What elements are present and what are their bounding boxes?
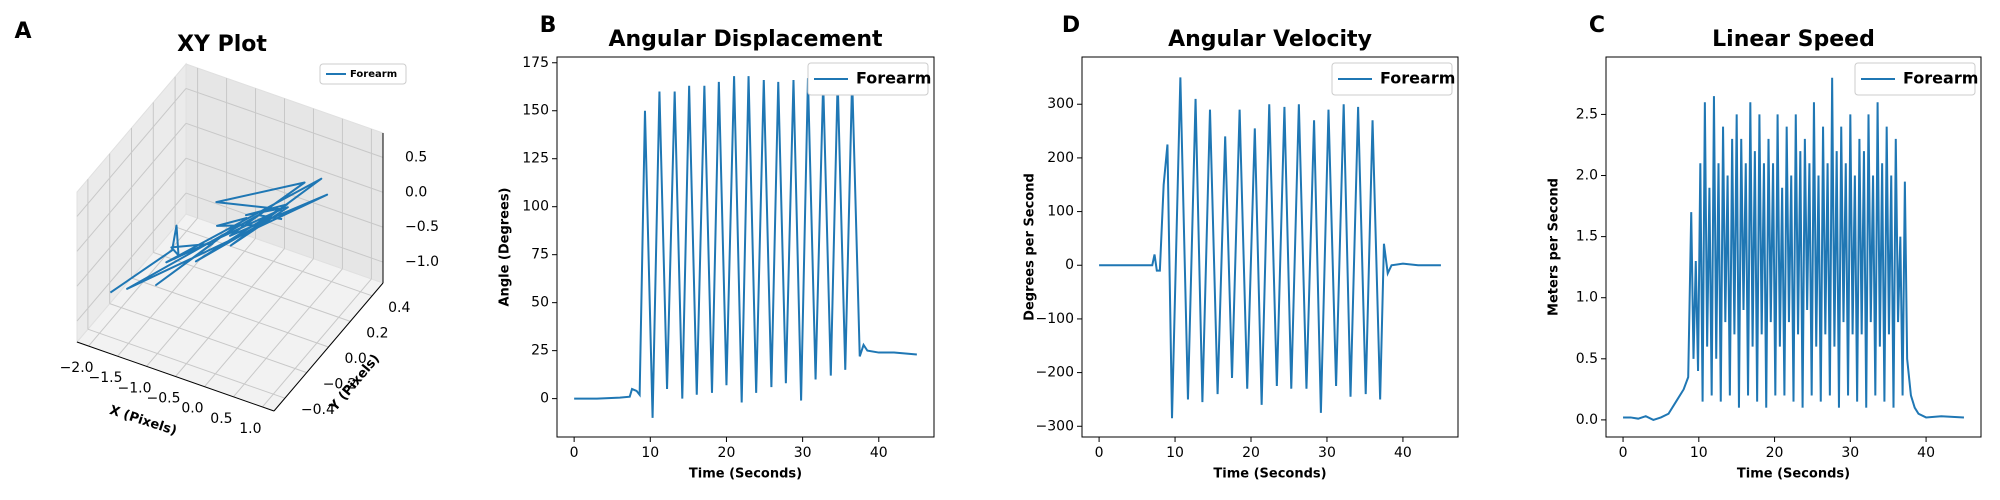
panel-letter: A — [14, 19, 31, 44]
y-tick-label: 0 — [540, 391, 549, 407]
x-tick-label: 30 — [1318, 445, 1336, 461]
grid-line — [174, 226, 373, 297]
x-tick-label: 40 — [1394, 445, 1412, 461]
y-tick-label: −0.2 — [323, 377, 357, 393]
y-tick-label: 0.4 — [388, 300, 410, 316]
z-tick-label: −1.0 — [405, 254, 439, 270]
x-axis-label: Time (Seconds) — [1737, 467, 1850, 482]
y-tick-label: 150 — [522, 103, 549, 119]
x-tick-label: 10 — [1690, 445, 1708, 461]
y-tick-label: 2.5 — [1576, 106, 1598, 122]
chart-title: XY Plot — [177, 32, 267, 57]
y-tick-label: 0.0 — [1576, 412, 1598, 428]
panel-letter: D — [1062, 13, 1080, 38]
legend-box — [807, 62, 929, 96]
data-line — [109, 177, 329, 294]
axis-line — [273, 282, 384, 412]
x-tick-label: 1.0 — [239, 421, 261, 437]
y-axis-label: Angle (Degrees) — [498, 188, 513, 307]
plot-frame — [1605, 56, 1982, 438]
legend-label: Forearm — [856, 69, 931, 88]
plot-frame — [556, 56, 935, 438]
grid-line — [87, 328, 286, 399]
grid-line — [76, 157, 187, 287]
legend-box — [1331, 62, 1453, 96]
y-tick-label: 50 — [531, 295, 549, 311]
legend-box — [319, 63, 407, 85]
y-tick-label: 100 — [1047, 204, 1074, 220]
z-tick-label: 0.5 — [405, 149, 427, 165]
x-tick-label: 30 — [1841, 445, 1859, 461]
grid-line — [185, 87, 384, 158]
grid-line — [109, 303, 307, 374]
x-tick-label: 10 — [641, 445, 659, 461]
grid-line — [185, 157, 384, 228]
y-tick-label: −100 — [1036, 311, 1074, 327]
x-tick-label: 40 — [870, 445, 888, 461]
y-tick-label: 100 — [522, 199, 549, 215]
grid-line — [76, 122, 187, 252]
panel-letter: B — [540, 13, 557, 38]
y-tick-label: 0.2 — [366, 325, 388, 341]
y-tick-label: 25 — [531, 343, 549, 359]
axis-line — [76, 341, 275, 412]
x-tick-label: 20 — [1766, 445, 1784, 461]
y-tick-label: 175 — [522, 55, 549, 71]
y-tick-label: 2.0 — [1576, 168, 1598, 184]
x-axis-label: Time (Seconds) — [1213, 467, 1326, 482]
y-axis-label: Degrees per Second — [1023, 173, 1038, 321]
chart-title: Linear Speed — [1712, 27, 1875, 52]
data-line — [1623, 77, 1965, 421]
y-axis-label: Meters per Second — [1547, 178, 1562, 316]
plot-frame — [1081, 56, 1459, 438]
x-tick-label: −2.0 — [60, 360, 94, 376]
y-tick-label: 75 — [531, 247, 549, 263]
legend-label: Forearm — [1380, 69, 1455, 88]
x-tick-label: 0.0 — [181, 401, 203, 417]
x-tick-label: 0 — [1619, 445, 1628, 461]
legend-label: Forearm — [350, 69, 397, 80]
x-tick-label: 30 — [794, 445, 812, 461]
x-tick-label: −1.0 — [118, 380, 152, 396]
y-tick-label: 1.0 — [1576, 290, 1598, 306]
data-line — [1099, 77, 1441, 419]
legend-label: Forearm — [1903, 69, 1978, 88]
grid-line — [76, 192, 187, 322]
y-tick-label: 1.5 — [1576, 229, 1598, 245]
x-tick-label: 0 — [570, 445, 579, 461]
x-tick-label: −1.5 — [89, 370, 123, 386]
x-tick-label: −0.5 — [147, 391, 181, 407]
grid-line — [131, 277, 329, 348]
grid-line — [185, 192, 384, 263]
x-tick-label: 10 — [1166, 445, 1184, 461]
chart-title: Angular Velocity — [1168, 27, 1372, 52]
x-tick-label: 0.5 — [210, 411, 232, 427]
x-tick-label: 20 — [1242, 445, 1260, 461]
x-axis-label: X (Pixels) — [107, 403, 178, 439]
y-tick-label: −300 — [1036, 418, 1074, 434]
grid-line — [76, 88, 187, 217]
y-tick-label: 200 — [1047, 150, 1074, 166]
x-tick-label: 0 — [1095, 445, 1104, 461]
y-tick-label: −200 — [1036, 365, 1074, 381]
y-tick-label: −0.4 — [301, 402, 335, 418]
x-tick-label: 40 — [1917, 445, 1935, 461]
y-tick-label: 125 — [522, 151, 549, 167]
y-tick-label: 0.0 — [345, 351, 367, 367]
z-tick-label: 0.0 — [405, 184, 427, 200]
grid-line — [185, 122, 384, 193]
y-tick-label: 300 — [1047, 96, 1074, 112]
z-tick-label: −0.5 — [405, 219, 439, 235]
y-tick-label: 0.5 — [1576, 351, 1598, 367]
x-tick-label: 20 — [718, 445, 736, 461]
data-line — [574, 76, 917, 418]
y-tick-label: 0 — [1065, 257, 1074, 273]
chart-title: Angular Displacement — [608, 27, 882, 52]
x-axis-label: Time (Seconds) — [689, 467, 802, 482]
legend-box — [1854, 62, 1976, 96]
panel-letter: C — [1589, 13, 1605, 38]
